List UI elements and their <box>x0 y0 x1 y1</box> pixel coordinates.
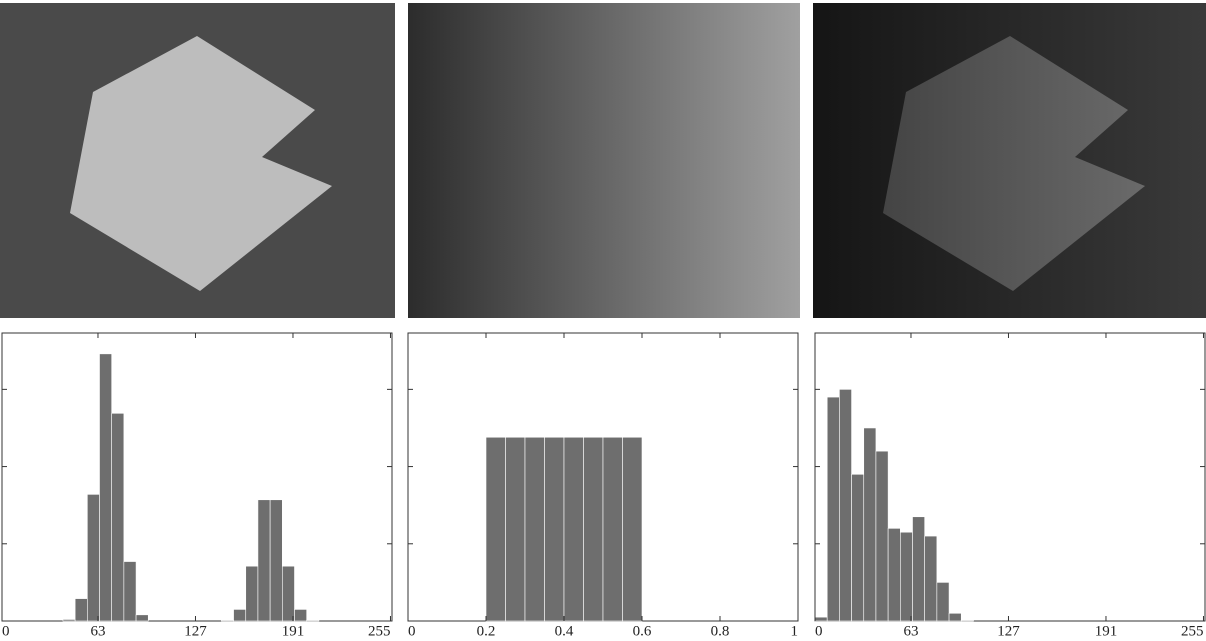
x-tick-label: 127 <box>184 623 207 639</box>
histogram-bar <box>100 354 112 621</box>
image-panel <box>813 3 1206 318</box>
histogram-bar <box>925 536 937 621</box>
x-tick-label: 0 <box>408 623 416 639</box>
histogram-bar <box>937 582 949 621</box>
histogram-bar <box>545 437 565 621</box>
histogram-bar <box>949 613 961 621</box>
histogram-bar <box>839 389 851 621</box>
histogram-bar <box>900 532 912 621</box>
histogram-bar <box>584 437 604 621</box>
x-tick-label: 255 <box>368 623 391 639</box>
x-tick-label: 0 <box>2 623 10 639</box>
histogram-bar <box>246 566 258 621</box>
histogram-bar <box>913 517 925 621</box>
x-tick-label: 0 <box>815 623 823 639</box>
x-tick-label: 127 <box>997 623 1020 639</box>
histogram-bar <box>282 566 294 621</box>
histogram-bar <box>75 599 87 621</box>
histogram-bar <box>876 451 888 621</box>
histogram-bar <box>87 494 99 621</box>
histogram-bar <box>136 615 148 621</box>
x-tick-label: 255 <box>1181 623 1204 639</box>
histogram-bar <box>827 397 839 621</box>
x-tick-label: 0.6 <box>633 623 652 639</box>
histogram-bar <box>63 619 75 621</box>
histogram-bar <box>506 437 526 621</box>
x-tick-label: 1 <box>791 623 799 639</box>
histogram-bar <box>888 528 900 621</box>
x-tick-label: 191 <box>282 623 305 639</box>
histogram-bar <box>307 620 319 621</box>
image-panel <box>0 3 395 318</box>
histogram-bar <box>961 620 973 621</box>
histogram-bar <box>270 500 282 621</box>
x-tick-label: 0.4 <box>555 623 574 639</box>
histogram-bar <box>486 437 506 621</box>
histogram-bar <box>623 437 643 621</box>
histogram-bar <box>564 437 584 621</box>
histogram-bar <box>112 413 124 621</box>
x-tick-label: 0.2 <box>477 623 496 639</box>
histogram-bar <box>234 609 246 621</box>
x-tick-label: 63 <box>90 623 105 639</box>
x-tick-label: 0.8 <box>711 623 730 639</box>
figure: 06312719125500.20.40.60.81063127191255 <box>0 0 1206 641</box>
gradient-panel <box>408 3 800 318</box>
plot-frame <box>2 333 392 621</box>
histogram-bar <box>295 609 307 621</box>
x-tick-label: 63 <box>903 623 918 639</box>
histogram-bar <box>603 437 623 621</box>
histogram-bar <box>258 500 270 621</box>
x-tick-label: 191 <box>1095 623 1118 639</box>
histogram-bar <box>124 562 136 621</box>
histogram-bar <box>852 474 864 621</box>
histogram-bar <box>864 428 876 621</box>
histogram-bar <box>815 617 827 621</box>
histogram-bar <box>525 437 545 621</box>
histogram-bar <box>221 620 233 621</box>
